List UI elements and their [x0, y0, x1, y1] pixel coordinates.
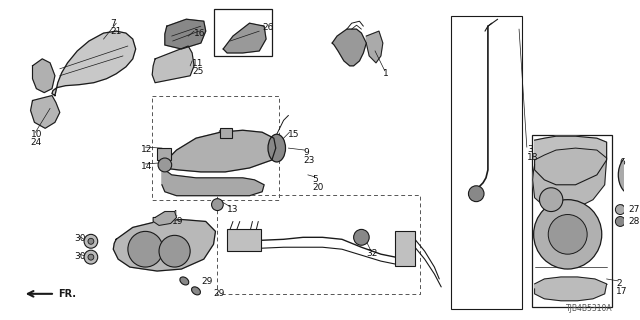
Text: 29: 29: [214, 289, 225, 298]
Text: 5: 5: [313, 175, 319, 184]
Text: 13: 13: [227, 204, 239, 214]
Text: 7: 7: [110, 19, 116, 28]
Text: 30: 30: [74, 252, 86, 261]
Polygon shape: [152, 46, 194, 83]
Polygon shape: [33, 59, 55, 92]
Polygon shape: [534, 277, 607, 301]
Text: 4: 4: [172, 210, 177, 219]
Text: 27: 27: [628, 204, 639, 214]
Bar: [396, 231, 415, 266]
Bar: [227, 229, 261, 251]
Text: 1: 1: [383, 69, 388, 78]
FancyArrowPatch shape: [182, 279, 185, 282]
Text: 16: 16: [194, 29, 205, 38]
Circle shape: [540, 188, 563, 212]
Ellipse shape: [618, 155, 640, 195]
Polygon shape: [159, 130, 276, 172]
Text: 11: 11: [192, 59, 204, 68]
Ellipse shape: [625, 165, 639, 185]
Polygon shape: [534, 136, 607, 185]
Text: 14: 14: [141, 162, 152, 171]
Text: 6: 6: [620, 158, 625, 167]
Text: 8: 8: [218, 130, 223, 139]
Text: TJB4B5310A: TJB4B5310A: [566, 304, 612, 313]
Text: 25: 25: [192, 67, 204, 76]
Text: 17: 17: [616, 287, 628, 296]
Text: 10: 10: [31, 130, 42, 139]
Circle shape: [88, 254, 94, 260]
Text: 22: 22: [218, 138, 228, 147]
Text: 28: 28: [628, 218, 639, 227]
Circle shape: [158, 158, 172, 172]
Bar: [532, 135, 612, 307]
Text: 18: 18: [527, 153, 538, 162]
Polygon shape: [165, 19, 205, 49]
Text: 32: 32: [366, 249, 378, 258]
Circle shape: [616, 217, 625, 227]
Text: 29: 29: [201, 277, 212, 286]
Circle shape: [548, 214, 587, 254]
Circle shape: [212, 199, 223, 211]
Circle shape: [534, 200, 602, 269]
Text: 26: 26: [262, 23, 273, 32]
Circle shape: [84, 234, 98, 248]
FancyArrowPatch shape: [193, 289, 196, 292]
Polygon shape: [532, 148, 607, 210]
Polygon shape: [332, 29, 366, 66]
Bar: [157, 148, 171, 160]
Text: 15: 15: [289, 130, 300, 139]
Bar: [214, 9, 272, 56]
Text: FR.: FR.: [58, 289, 76, 299]
Text: 12: 12: [141, 145, 152, 154]
Circle shape: [159, 235, 190, 267]
Polygon shape: [52, 31, 136, 96]
Circle shape: [84, 250, 98, 264]
Polygon shape: [31, 96, 60, 128]
Text: 3: 3: [527, 145, 532, 154]
Polygon shape: [113, 220, 216, 271]
Polygon shape: [366, 31, 383, 63]
Text: 20: 20: [313, 183, 324, 192]
Text: 24: 24: [31, 138, 42, 147]
Polygon shape: [162, 168, 264, 196]
Polygon shape: [223, 23, 266, 53]
Circle shape: [354, 229, 369, 245]
Ellipse shape: [268, 134, 285, 162]
Polygon shape: [153, 212, 177, 225]
Text: 9: 9: [303, 148, 308, 157]
Ellipse shape: [180, 277, 189, 285]
Bar: [451, 16, 522, 309]
Circle shape: [128, 231, 163, 267]
Ellipse shape: [191, 287, 200, 295]
Bar: [220, 128, 232, 138]
Text: 2: 2: [616, 279, 622, 288]
Circle shape: [616, 204, 625, 214]
Circle shape: [468, 186, 484, 202]
Text: 30: 30: [74, 234, 86, 243]
Text: 21: 21: [110, 27, 122, 36]
Text: 19: 19: [172, 218, 183, 227]
Circle shape: [88, 238, 94, 244]
Text: 23: 23: [303, 156, 314, 165]
